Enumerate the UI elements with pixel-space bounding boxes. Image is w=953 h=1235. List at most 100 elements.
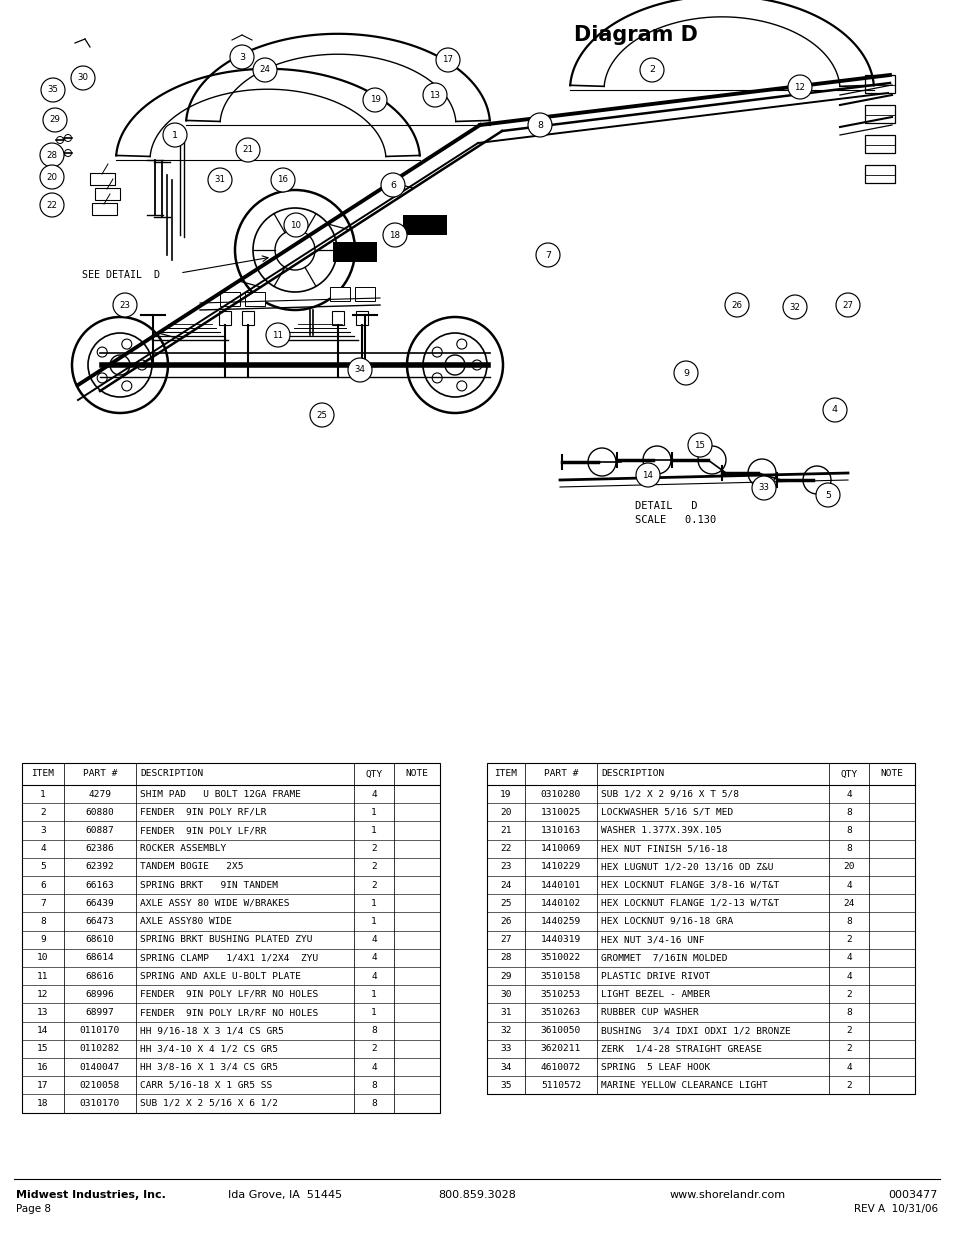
Text: 1310025: 1310025 xyxy=(540,808,580,816)
Text: Page 8: Page 8 xyxy=(16,1204,51,1214)
Bar xyxy=(242,311,253,325)
Text: GROMMET  7/16IN MOLDED: GROMMET 7/16IN MOLDED xyxy=(600,953,727,962)
Text: 18: 18 xyxy=(37,1099,49,1108)
Bar xyxy=(333,242,376,262)
Circle shape xyxy=(673,361,698,385)
Text: Midwest Industries, Inc.: Midwest Industries, Inc. xyxy=(16,1191,166,1200)
Text: 2: 2 xyxy=(845,1045,851,1053)
Circle shape xyxy=(112,293,137,317)
Text: HEX LOCKNUT 9/16-18 GRA: HEX LOCKNUT 9/16-18 GRA xyxy=(600,918,733,926)
Bar xyxy=(355,311,368,325)
Text: 20: 20 xyxy=(499,808,511,816)
Circle shape xyxy=(815,483,840,508)
Text: 3510158: 3510158 xyxy=(540,972,580,981)
Circle shape xyxy=(208,168,232,191)
Text: DESCRIPTION: DESCRIPTION xyxy=(600,769,663,778)
Circle shape xyxy=(802,466,830,494)
Text: 31: 31 xyxy=(499,1008,511,1016)
Circle shape xyxy=(56,137,64,143)
Text: 35: 35 xyxy=(499,1081,511,1089)
Text: 2: 2 xyxy=(648,65,655,74)
Bar xyxy=(330,287,350,301)
Text: 4: 4 xyxy=(371,972,376,981)
Circle shape xyxy=(527,112,552,137)
Text: 17: 17 xyxy=(442,56,453,64)
Text: PART #: PART # xyxy=(543,769,578,778)
Text: SPRING BRKT   9IN TANDEM: SPRING BRKT 9IN TANDEM xyxy=(140,881,277,889)
Text: 60880: 60880 xyxy=(86,808,114,816)
Text: 3610050: 3610050 xyxy=(540,1026,580,1035)
Text: 27: 27 xyxy=(499,935,511,945)
Text: 30: 30 xyxy=(499,989,511,999)
Circle shape xyxy=(382,224,407,247)
Circle shape xyxy=(122,380,132,391)
Text: 18: 18 xyxy=(389,231,400,240)
Text: 4610072: 4610072 xyxy=(540,1062,580,1072)
Text: 1440319: 1440319 xyxy=(540,935,580,945)
Text: AXLE ASSY80 WIDE: AXLE ASSY80 WIDE xyxy=(140,918,232,926)
Text: PLASTIC DRIVE RIVOT: PLASTIC DRIVE RIVOT xyxy=(600,972,709,981)
Circle shape xyxy=(266,324,290,347)
Text: 1440101: 1440101 xyxy=(540,881,580,889)
Text: 5110572: 5110572 xyxy=(540,1081,580,1089)
Circle shape xyxy=(97,347,107,357)
Bar xyxy=(91,203,117,215)
Text: SUB 1/2 X 2 5/16 X 6 1/2: SUB 1/2 X 2 5/16 X 6 1/2 xyxy=(140,1099,277,1108)
Text: 27: 27 xyxy=(841,300,853,310)
Text: 1410069: 1410069 xyxy=(540,845,580,853)
Circle shape xyxy=(271,168,294,191)
Text: SUB 1/2 X 2 9/16 X T 5/8: SUB 1/2 X 2 9/16 X T 5/8 xyxy=(600,789,739,799)
Text: 8: 8 xyxy=(371,1099,376,1108)
Text: 20: 20 xyxy=(842,862,854,872)
Circle shape xyxy=(71,65,95,90)
Text: www.shorelandr.com: www.shorelandr.com xyxy=(669,1191,785,1200)
Text: SPRING  5 LEAF HOOK: SPRING 5 LEAF HOOK xyxy=(600,1062,709,1072)
Text: 8: 8 xyxy=(845,918,851,926)
Text: SEE DETAIL  D: SEE DETAIL D xyxy=(82,270,160,280)
Text: 23: 23 xyxy=(499,862,511,872)
Text: 66163: 66163 xyxy=(86,881,114,889)
Text: 28: 28 xyxy=(499,953,511,962)
Text: 4: 4 xyxy=(40,845,46,853)
Text: LIGHT BEZEL - AMBER: LIGHT BEZEL - AMBER xyxy=(600,989,709,999)
Text: 28: 28 xyxy=(47,151,57,159)
Text: 13: 13 xyxy=(37,1008,49,1016)
Text: 8: 8 xyxy=(371,1026,376,1035)
Circle shape xyxy=(835,293,859,317)
Text: 0110170: 0110170 xyxy=(80,1026,120,1035)
Text: LOCKWASHER 5/16 S/T MED: LOCKWASHER 5/16 S/T MED xyxy=(600,808,733,816)
Text: 4: 4 xyxy=(371,1062,376,1072)
Circle shape xyxy=(348,358,372,382)
Circle shape xyxy=(380,173,405,198)
Bar xyxy=(486,763,914,1094)
Circle shape xyxy=(310,403,334,427)
Text: SHIM PAD   U BOLT 12GA FRAME: SHIM PAD U BOLT 12GA FRAME xyxy=(140,789,301,799)
Bar xyxy=(864,105,894,124)
Text: 19: 19 xyxy=(499,789,511,799)
Text: 6: 6 xyxy=(40,881,46,889)
Text: 23: 23 xyxy=(119,300,131,310)
Text: 2: 2 xyxy=(371,881,376,889)
Text: 4279: 4279 xyxy=(89,789,112,799)
Text: 0210058: 0210058 xyxy=(80,1081,120,1089)
Text: HH 9/16-18 X 3 1/4 CS GR5: HH 9/16-18 X 3 1/4 CS GR5 xyxy=(140,1026,283,1035)
Text: 1440259: 1440259 xyxy=(540,918,580,926)
Text: HEX NUT 3/4-16 UNF: HEX NUT 3/4-16 UNF xyxy=(600,935,703,945)
Bar xyxy=(219,311,231,325)
Text: 3510253: 3510253 xyxy=(540,989,580,999)
Circle shape xyxy=(472,359,481,370)
Circle shape xyxy=(724,293,748,317)
Text: 0310280: 0310280 xyxy=(540,789,580,799)
Text: HEX LOCKNUT FLANGE 3/8-16 W/T&T: HEX LOCKNUT FLANGE 3/8-16 W/T&T xyxy=(600,881,779,889)
Text: 32: 32 xyxy=(499,1026,511,1035)
Text: 29: 29 xyxy=(50,116,60,125)
Text: 5: 5 xyxy=(40,862,46,872)
Bar xyxy=(245,291,265,306)
Text: 1440102: 1440102 xyxy=(540,899,580,908)
Text: 26: 26 xyxy=(731,300,741,310)
Circle shape xyxy=(456,380,466,391)
Text: 12: 12 xyxy=(794,83,804,91)
Text: 68997: 68997 xyxy=(86,1008,114,1016)
Text: 4: 4 xyxy=(371,935,376,945)
Text: 4: 4 xyxy=(845,1062,851,1072)
